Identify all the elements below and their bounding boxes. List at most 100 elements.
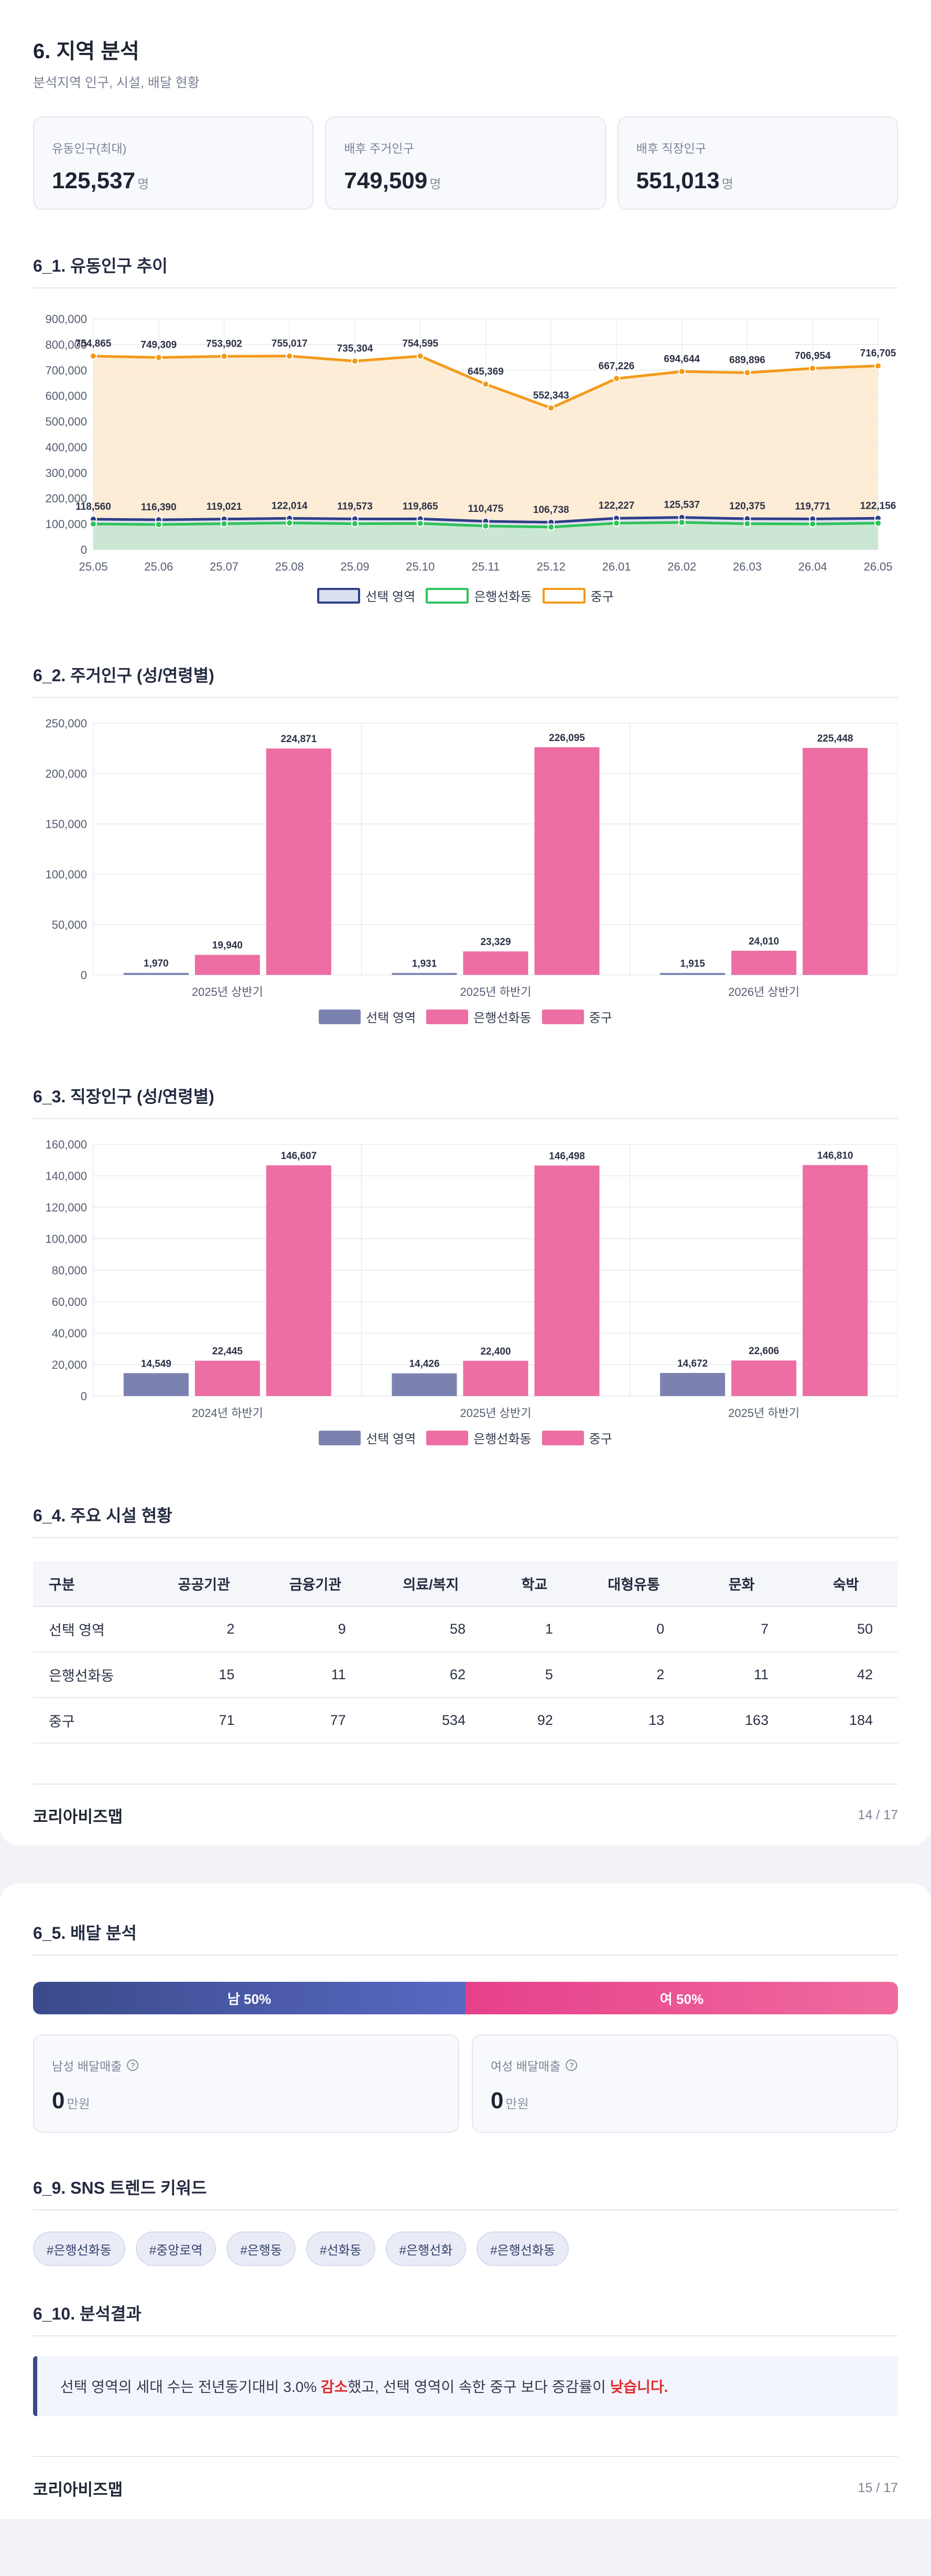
workplace-population-chart: 0 20,000 40,000 60,000 80,000 100,000 120,000 1… [33, 1130, 898, 1429]
table-cell: 50 [794, 1606, 898, 1652]
sales-value: 0 만원 [491, 2088, 879, 2114]
facility-table: 구분 공공기관 금융기관 의료/복지 학교 대형유통 문화 숙박 선택 영역 2… [33, 1561, 898, 1744]
y-tick-label: 100,000 [45, 868, 87, 881]
y-tick-label: 160,000 [45, 1138, 87, 1151]
y-tick-label: 100,000 [45, 1232, 87, 1246]
kpi-unit: 명 [721, 177, 733, 191]
keyword-tag[interactable]: #선화동 [306, 2231, 375, 2266]
kpi-number: 749,509 [344, 168, 428, 194]
kpi-cards: 유동인구(최대) 125,537 명 배후 주거인구 749,509 명 배후 직장… [33, 116, 898, 210]
result-text: 선택 영역의 세대 수는 전년동기대비 3.0% 감소했고, 선택 영역이 속한… [60, 2376, 668, 2397]
legend-swatch [426, 1430, 469, 1445]
keyword-tag[interactable]: #은행선화 [385, 2231, 467, 2266]
data-point [678, 368, 686, 375]
y-tick-label: 500,000 [45, 415, 87, 428]
data-label: 754,595 [402, 338, 438, 349]
data-label: 119,021 [207, 501, 242, 512]
page-title: 6. 지역 분석 [33, 40, 139, 63]
table-cell: 은행선화동 [33, 1652, 148, 1698]
data-label: 19,940 [212, 940, 243, 951]
legend-label: 은행선화동 [473, 1011, 532, 1025]
y-tick-label: 80,000 [52, 1264, 87, 1277]
sales-unit: 만원 [67, 2097, 90, 2111]
analysis-result-box: 선택 영역의 세대 수는 전년동기대비 3.0% 감소했고, 선택 영역이 속한… [33, 2356, 898, 2416]
table-cell: 62 [371, 1652, 491, 1698]
page-footer: 코리아비즈맵 14 / 17 [33, 1784, 898, 1845]
data-label: 667,226 [599, 361, 635, 372]
page-subtitle: 분석지역 인구, 시설, 배달 현황 [33, 76, 200, 90]
table-cell: 163 [689, 1698, 794, 1744]
legend-item[interactable]: 선택 영역 [319, 1429, 416, 1447]
legend-item[interactable]: 은행선화동 [426, 1429, 532, 1447]
keyword-tag[interactable]: #은행동 [226, 2231, 296, 2266]
male-share-bar: 남 50% [33, 1982, 465, 2014]
bar [194, 1360, 260, 1396]
floating-population-chart: 0 100,000 200,000 300,000 400,000 500,000 600,… [33, 299, 898, 582]
bar [123, 973, 189, 975]
legend-label: 중구 [589, 1011, 612, 1025]
sns-keyword-tags: #은행선화동 #중앙로역 #은행동 #선화동 #은행선화 #은행선화동 [33, 2231, 898, 2266]
y-tick-label: 0 [81, 1390, 87, 1403]
table-cell: 7 [689, 1606, 794, 1652]
x-tick-label: 25.08 [275, 560, 304, 573]
female-share-bar: 여 50% [465, 1982, 898, 2014]
legend-item[interactable]: 은행선화동 [426, 1007, 532, 1026]
x-tick-label: 25.11 [472, 560, 500, 573]
legend-item[interactable]: 선택 영역 [319, 1007, 416, 1026]
result-text-part: 했고, 선택 영역이 속한 중구 보다 증감률이 [348, 2379, 610, 2395]
y-tick-label: 60,000 [52, 1295, 87, 1308]
table-cell: 5 [491, 1652, 578, 1698]
bar [123, 1373, 189, 1396]
sales-unit: 만원 [505, 2097, 529, 2111]
chart-svg: 0 20,000 40,000 60,000 80,000 100,000 120,000 1… [45, 1138, 898, 1420]
section-title-result: 6_10. 분석결과 [33, 2301, 898, 2336]
table-cell: 15 [148, 1652, 260, 1698]
report-page-15: 6_5. 배달 분석 남 50% 여 50% 남성 배달매출? 0 만원 여성 배… [0, 1883, 931, 2519]
x-tick-label: 26.01 [602, 560, 631, 573]
sales-value: 0 만원 [52, 2088, 440, 2114]
data-label: 120,375 [729, 501, 765, 512]
legend-item[interactable]: 중구 [542, 1429, 612, 1447]
keyword-tag[interactable]: #은행선화동 [33, 2231, 125, 2266]
data-label: 645,369 [468, 366, 504, 377]
residential-population-chart: 0 50,000 100,000 150,000 200,000 250,000 2025년… [33, 709, 898, 1007]
bar [463, 951, 528, 975]
table-cell: 184 [794, 1698, 898, 1744]
female-sales-card: 여성 배달매출? 0 만원 [472, 2034, 898, 2133]
gender-ratio-bar: 남 50% 여 50% [33, 1982, 898, 2014]
x-tick-label: 26.04 [798, 560, 827, 573]
data-label: 224,871 [280, 734, 317, 745]
legend-item[interactable]: 선택 영역 [317, 586, 415, 605]
data-label: 119,865 [403, 501, 438, 512]
legend-swatch [542, 1430, 584, 1445]
legend-item[interactable]: 은행선화동 [426, 586, 532, 605]
legend-item[interactable]: 중구 [542, 1007, 612, 1026]
data-point [809, 364, 817, 372]
kpi-value: 749,509 명 [344, 168, 587, 194]
data-point [351, 357, 359, 365]
data-point [155, 353, 163, 361]
x-tick-label: 25.12 [537, 560, 566, 573]
kpi-card-workplace: 배후 직장인구 551,013 명 [617, 116, 898, 210]
help-icon[interactable]: ? [566, 2059, 578, 2071]
y-tick-label: 200,000 [45, 492, 87, 505]
y-tick-label: 400,000 [45, 441, 87, 454]
legend-swatch [542, 1009, 584, 1024]
data-label: 753,902 [206, 338, 242, 349]
table-cell: 58 [371, 1606, 491, 1652]
legend-item[interactable]: 중구 [542, 586, 614, 605]
data-point [90, 352, 97, 360]
chart-legend: 선택 영역 은행선화동 중구 [33, 1429, 898, 1447]
y-tick-label: 150,000 [45, 818, 87, 831]
result-highlight: 감소 [320, 2379, 348, 2395]
keyword-tag[interactable]: #중앙로역 [135, 2231, 216, 2266]
data-point [743, 520, 751, 528]
keyword-tag[interactable]: #은행선화동 [477, 2231, 569, 2266]
x-tick-label: 25.06 [144, 560, 173, 573]
bar [803, 748, 868, 975]
footer-brand: 코리아비즈맵 [33, 2480, 123, 2499]
y-tick-label: 800,000 [45, 338, 87, 351]
help-icon[interactable]: ? [127, 2059, 139, 2071]
y-tick-label: 140,000 [45, 1169, 87, 1183]
data-point [613, 374, 620, 382]
